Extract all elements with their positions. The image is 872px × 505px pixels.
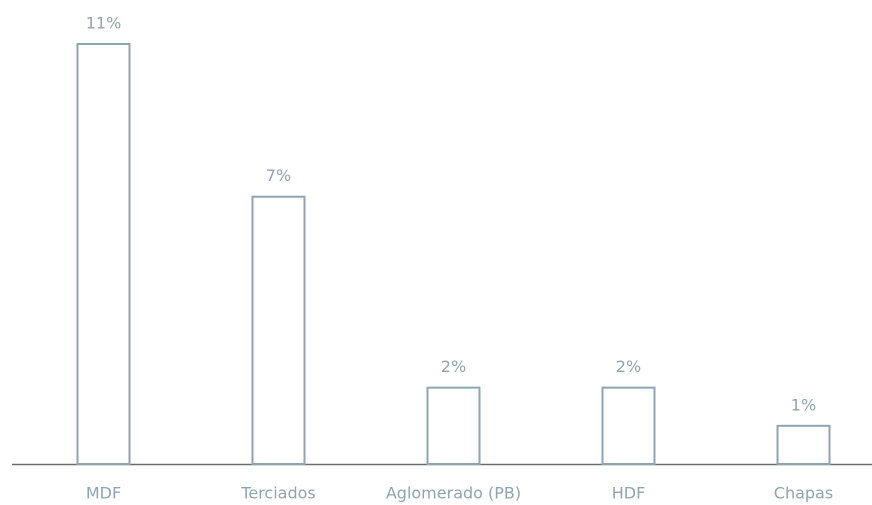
- value-label: 7%: [266, 166, 291, 185]
- x-tick-label: Chapas: [774, 484, 833, 503]
- value-label: 11%: [86, 14, 122, 33]
- bar: [601, 386, 656, 465]
- value-label: 1%: [791, 395, 816, 414]
- bar: [776, 424, 831, 465]
- x-tick-label: Aglomerado (PB): [386, 484, 521, 503]
- bar: [76, 43, 131, 465]
- value-label: 2%: [616, 357, 641, 376]
- x-tick-label: HDF: [612, 484, 646, 503]
- x-tick-label: MDF: [86, 484, 121, 503]
- bar: [251, 195, 306, 466]
- bar: [426, 386, 481, 465]
- value-label: 2%: [441, 357, 466, 376]
- x-tick-label: Terciados: [240, 484, 315, 503]
